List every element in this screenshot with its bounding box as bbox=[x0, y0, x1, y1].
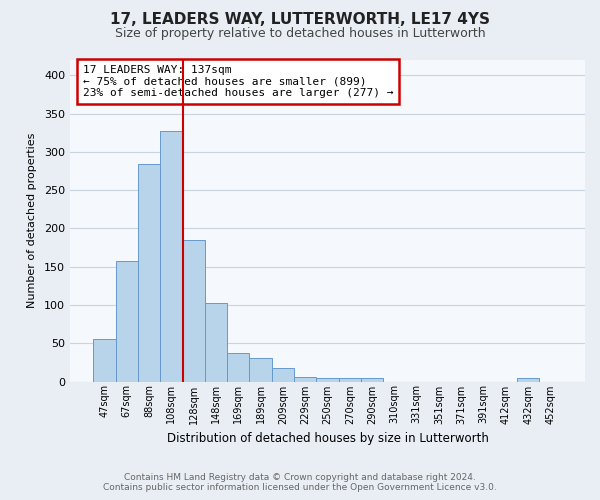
Bar bbox=[316, 378, 338, 382]
Bar bbox=[250, 358, 272, 382]
Y-axis label: Number of detached properties: Number of detached properties bbox=[27, 133, 37, 308]
Bar bbox=[272, 368, 294, 382]
Bar bbox=[116, 260, 138, 382]
Bar bbox=[227, 353, 250, 382]
Bar bbox=[338, 378, 361, 382]
Bar bbox=[517, 378, 539, 382]
Bar bbox=[160, 131, 182, 382]
Text: 17, LEADERS WAY, LUTTERWORTH, LE17 4YS: 17, LEADERS WAY, LUTTERWORTH, LE17 4YS bbox=[110, 12, 490, 28]
Bar bbox=[182, 240, 205, 382]
Text: Size of property relative to detached houses in Lutterworth: Size of property relative to detached ho… bbox=[115, 28, 485, 40]
Bar bbox=[205, 302, 227, 382]
Bar bbox=[361, 378, 383, 382]
X-axis label: Distribution of detached houses by size in Lutterworth: Distribution of detached houses by size … bbox=[167, 432, 488, 445]
Text: 17 LEADERS WAY: 137sqm
← 75% of detached houses are smaller (899)
23% of semi-de: 17 LEADERS WAY: 137sqm ← 75% of detached… bbox=[83, 65, 394, 98]
Bar bbox=[294, 377, 316, 382]
Bar bbox=[138, 164, 160, 382]
Text: Contains HM Land Registry data © Crown copyright and database right 2024.
Contai: Contains HM Land Registry data © Crown c… bbox=[103, 473, 497, 492]
Bar bbox=[94, 340, 116, 382]
